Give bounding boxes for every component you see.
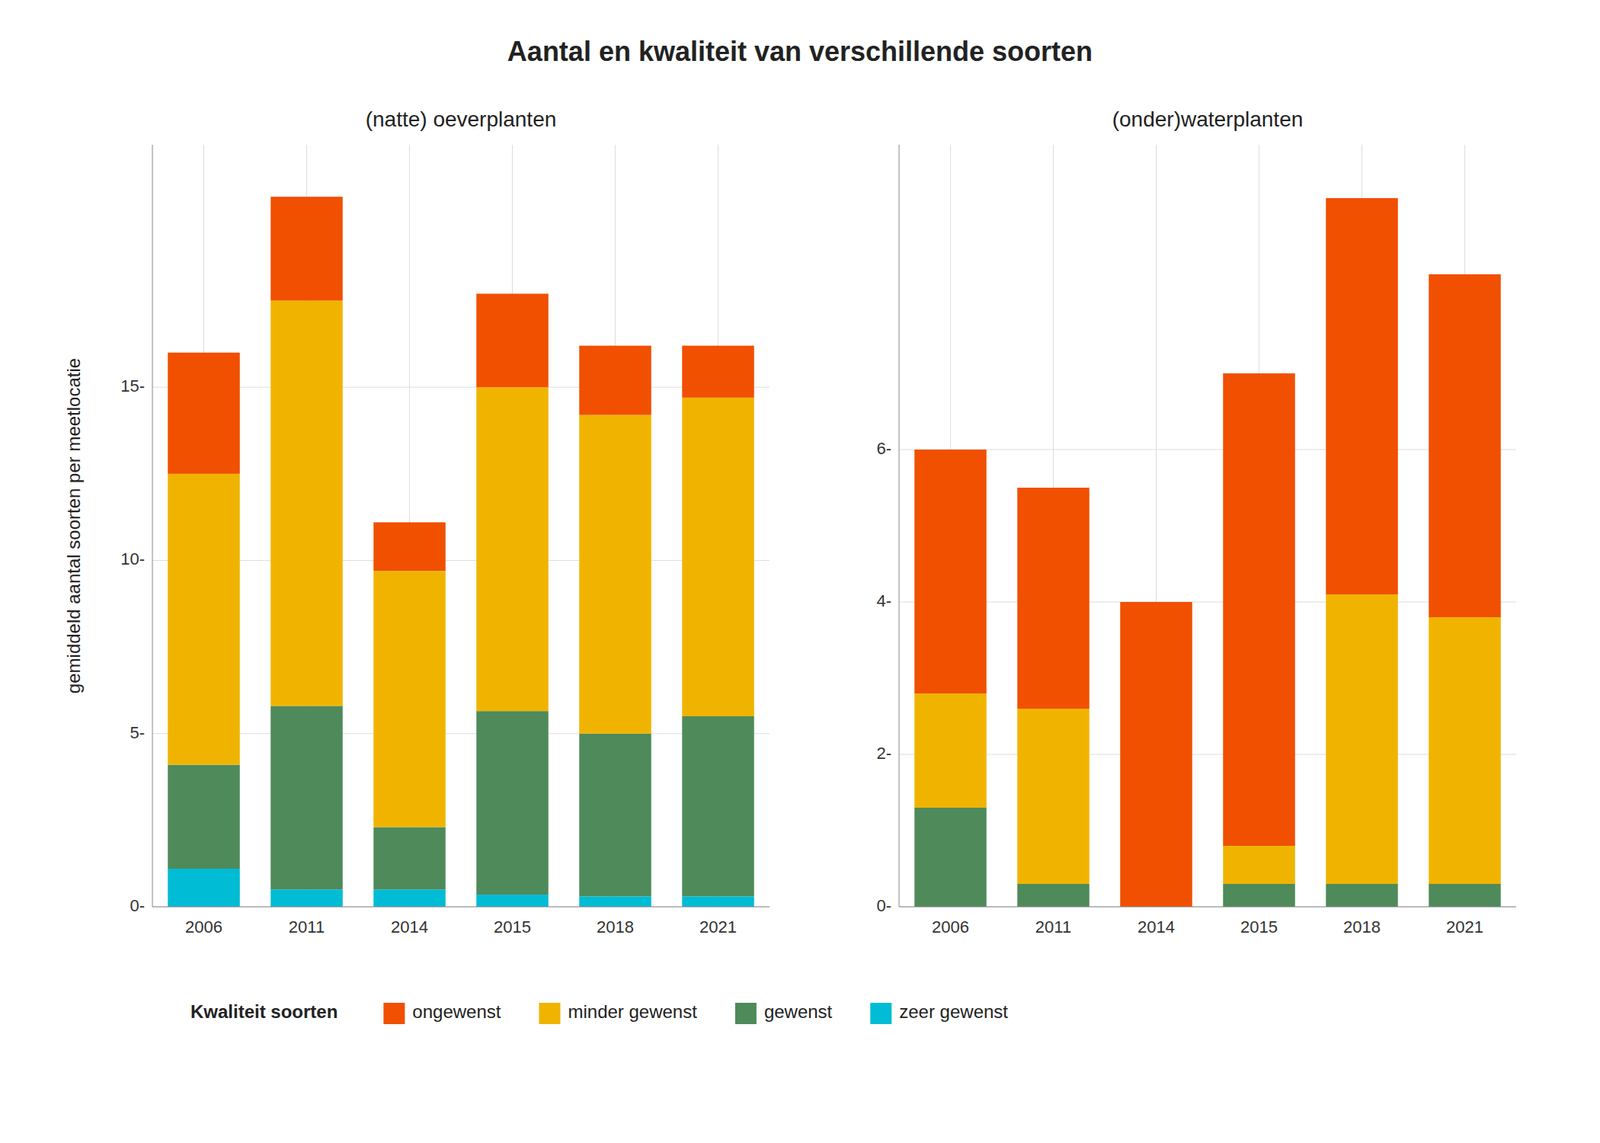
x-tick-label: 2018: [596, 917, 634, 937]
y-axis-label: gemiddeld aantal soorten per meetlocatie: [63, 358, 84, 694]
bar: ongewenst: [270, 196, 343, 301]
bar: minder gewenst: [1222, 845, 1296, 884]
bar: ongewenst: [167, 352, 240, 474]
bar: ongewenst: [1120, 601, 1193, 907]
legend-title: Kwaliteit soorten: [190, 1001, 338, 1022]
x-axis-line: [899, 906, 1517, 908]
grid-line-y: [152, 560, 770, 561]
bar: gewenst: [373, 826, 446, 890]
panel: zeer gewenstzeer gewenstzeer gewenstzeer…: [876, 107, 1517, 937]
legend-label: minder gewenst: [567, 1001, 698, 1022]
bar: minder gewenst: [579, 415, 652, 734]
bar: zeer gewenst: [579, 896, 652, 907]
x-tick-label: 2006: [185, 917, 223, 937]
y-tick-label: 0-: [129, 896, 145, 916]
bar: minder gewenst: [373, 570, 446, 827]
title: Aantal en kwaliteit van verschillende so…: [507, 35, 1093, 68]
y-tick-label: 4-: [876, 591, 892, 611]
bar: zeer gewenst: [270, 889, 343, 907]
x-tick-label: 2015: [1240, 917, 1278, 937]
bar: minder gewenst: [167, 473, 240, 765]
bar: minder gewenst: [1017, 708, 1090, 884]
subtitle: (onder)waterplanten: [1112, 107, 1304, 132]
bar: ongewenst: [476, 293, 549, 388]
legend-swatch: [538, 1002, 560, 1024]
legend-swatch: [383, 1002, 405, 1024]
bar: gewenst: [1325, 883, 1399, 907]
bar: ongewenst: [373, 521, 446, 571]
bar: minder gewenst: [476, 387, 549, 711]
x-tick-label: 2018: [1343, 917, 1381, 937]
x-tick-label: 2014: [390, 917, 429, 937]
x-axis-line: [152, 906, 770, 908]
bar: zeer gewenst: [167, 868, 240, 907]
bar: minder gewenst: [681, 397, 755, 717]
y-axis-line: [899, 144, 900, 907]
bar: gewenst: [1222, 883, 1296, 907]
bar: gewenst: [476, 710, 549, 895]
bar: minder gewenst: [270, 300, 343, 707]
x-tick-label: 2011: [288, 917, 325, 937]
legend-swatch: [870, 1002, 892, 1024]
legend-swatch: [735, 1002, 757, 1024]
panel: zeer gewenst zeer gewenst zeer gewenst zeer…: [63, 107, 770, 937]
bar: minder gewenst: [914, 693, 987, 808]
bar: gewenst: [681, 716, 755, 896]
grid-line-y: [899, 906, 1517, 908]
grid-line-y: [152, 906, 770, 908]
legend-label: gewenst: [764, 1001, 833, 1022]
bar: gewenst: [167, 764, 240, 869]
legend: Kwaliteit soorten ongewenst minder gewenst…: [190, 1001, 1008, 1024]
y-tick-label: 0-: [876, 896, 892, 916]
x-tick-label: 2014: [1137, 917, 1175, 937]
bar: gewenst: [1017, 883, 1090, 907]
background: [0, 0, 1600, 1143]
grid-line-y: [899, 601, 1517, 603]
bars: zeer gewenst zeer gewenst zeer gewenst zeer…: [167, 196, 755, 907]
grid-line-y: [152, 387, 770, 388]
subtitle: (natte) oeverplanten: [365, 107, 557, 132]
bar: ongewenst: [914, 449, 987, 694]
bar: zeer gewenst: [476, 894, 549, 907]
x-tick-label: 2015: [493, 917, 532, 937]
grid-line-y: [899, 754, 1517, 756]
bars: zeer gewenstzeer gewenstzeer gewenstzeer…: [914, 198, 1501, 907]
bar: ongewenst: [681, 345, 755, 398]
x-tick-label: 2006: [931, 917, 970, 937]
bar: zeer gewenst: [373, 889, 446, 907]
x-tick-label: 2021: [699, 917, 737, 937]
x-tick-label: 2021: [1446, 917, 1484, 937]
chart: Aantal en kwaliteit van verschillende so…: [0, 0, 1600, 1143]
x-tick-label: 2011: [1035, 917, 1072, 937]
bar: gewenst: [914, 807, 987, 907]
bar: minder gewenst: [1428, 617, 1501, 884]
bar: gewenst: [579, 733, 652, 897]
bar: ongewenst: [579, 345, 652, 416]
grid-line-y: [899, 449, 1517, 451]
grid-line-y: [152, 732, 770, 734]
bar: ongewenst: [1428, 274, 1501, 618]
bar: ongewenst: [1017, 487, 1090, 709]
bar: ongewenst: [1325, 198, 1399, 595]
bar: gewenst: [1428, 883, 1501, 907]
y-tick-label: 10-: [120, 549, 145, 569]
legend-label: ongewenst: [412, 1001, 501, 1022]
y-axis-line: [152, 144, 154, 907]
bar: minder gewenst: [1325, 594, 1399, 884]
y-tick-label: 6-: [876, 438, 892, 458]
y-tick-label: 15-: [120, 376, 145, 396]
bar: gewenst: [270, 705, 343, 890]
y-tick-label: 5-: [129, 723, 145, 743]
bar: zeer gewenst: [681, 896, 755, 907]
legend-label: zeer gewenst: [899, 1001, 1008, 1022]
y-tick-label: 2-: [876, 743, 892, 763]
bar: ongewenst: [1222, 373, 1296, 846]
